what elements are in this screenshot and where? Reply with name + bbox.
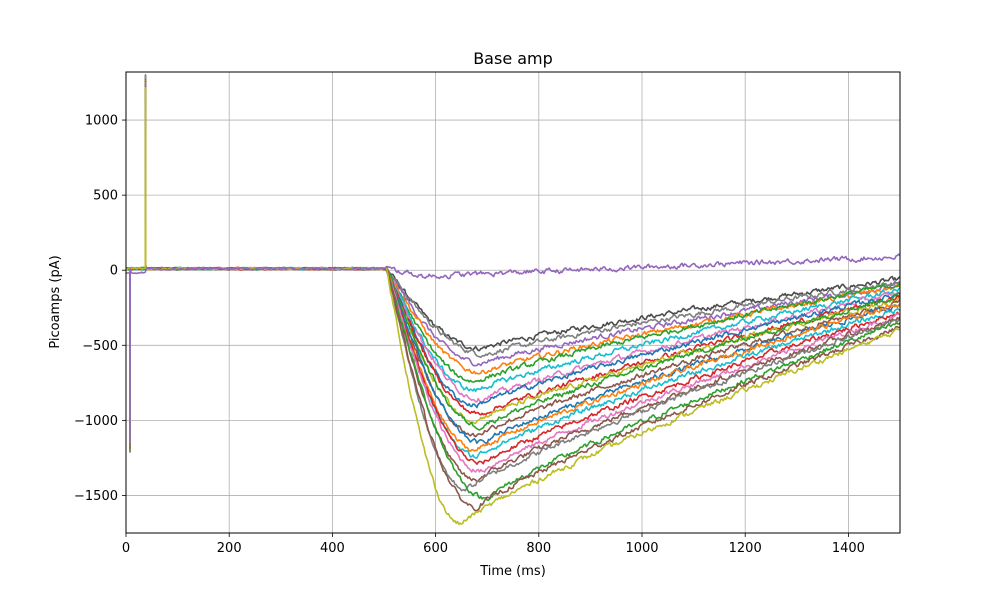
chart-title: Base amp xyxy=(473,49,553,68)
x-tick-label: 1000 xyxy=(625,541,658,556)
y-tick-label: −1000 xyxy=(74,414,118,429)
plot-frame xyxy=(125,71,901,534)
x-tick-label: 200 xyxy=(217,541,242,556)
x-axis-label: Time (ms) xyxy=(479,564,546,579)
x-tick-label: 400 xyxy=(320,541,345,556)
y-axis: −1500 −1000 −500 0 500 1000 xyxy=(74,114,126,504)
x-tick-label: 0 xyxy=(122,541,130,556)
y-tick-label: 0 xyxy=(110,264,118,279)
y-axis-label: Picoamps (pA) xyxy=(48,255,63,348)
x-tick-label: 800 xyxy=(526,541,551,556)
y-tick-label: −500 xyxy=(82,339,118,354)
x-tick-label: 1200 xyxy=(729,541,762,556)
series-line xyxy=(126,253,900,443)
x-axis: 0 200 400 600 800 1000 1200 1400 xyxy=(122,533,865,556)
x-tick-label: 1400 xyxy=(832,541,865,556)
y-tick-label: 500 xyxy=(93,189,118,204)
x-tick-label: 600 xyxy=(423,541,448,556)
series-line xyxy=(126,86,900,526)
series-group xyxy=(126,74,900,526)
y-tick-label: −1500 xyxy=(74,489,118,504)
y-tick-label: 1000 xyxy=(85,114,118,129)
